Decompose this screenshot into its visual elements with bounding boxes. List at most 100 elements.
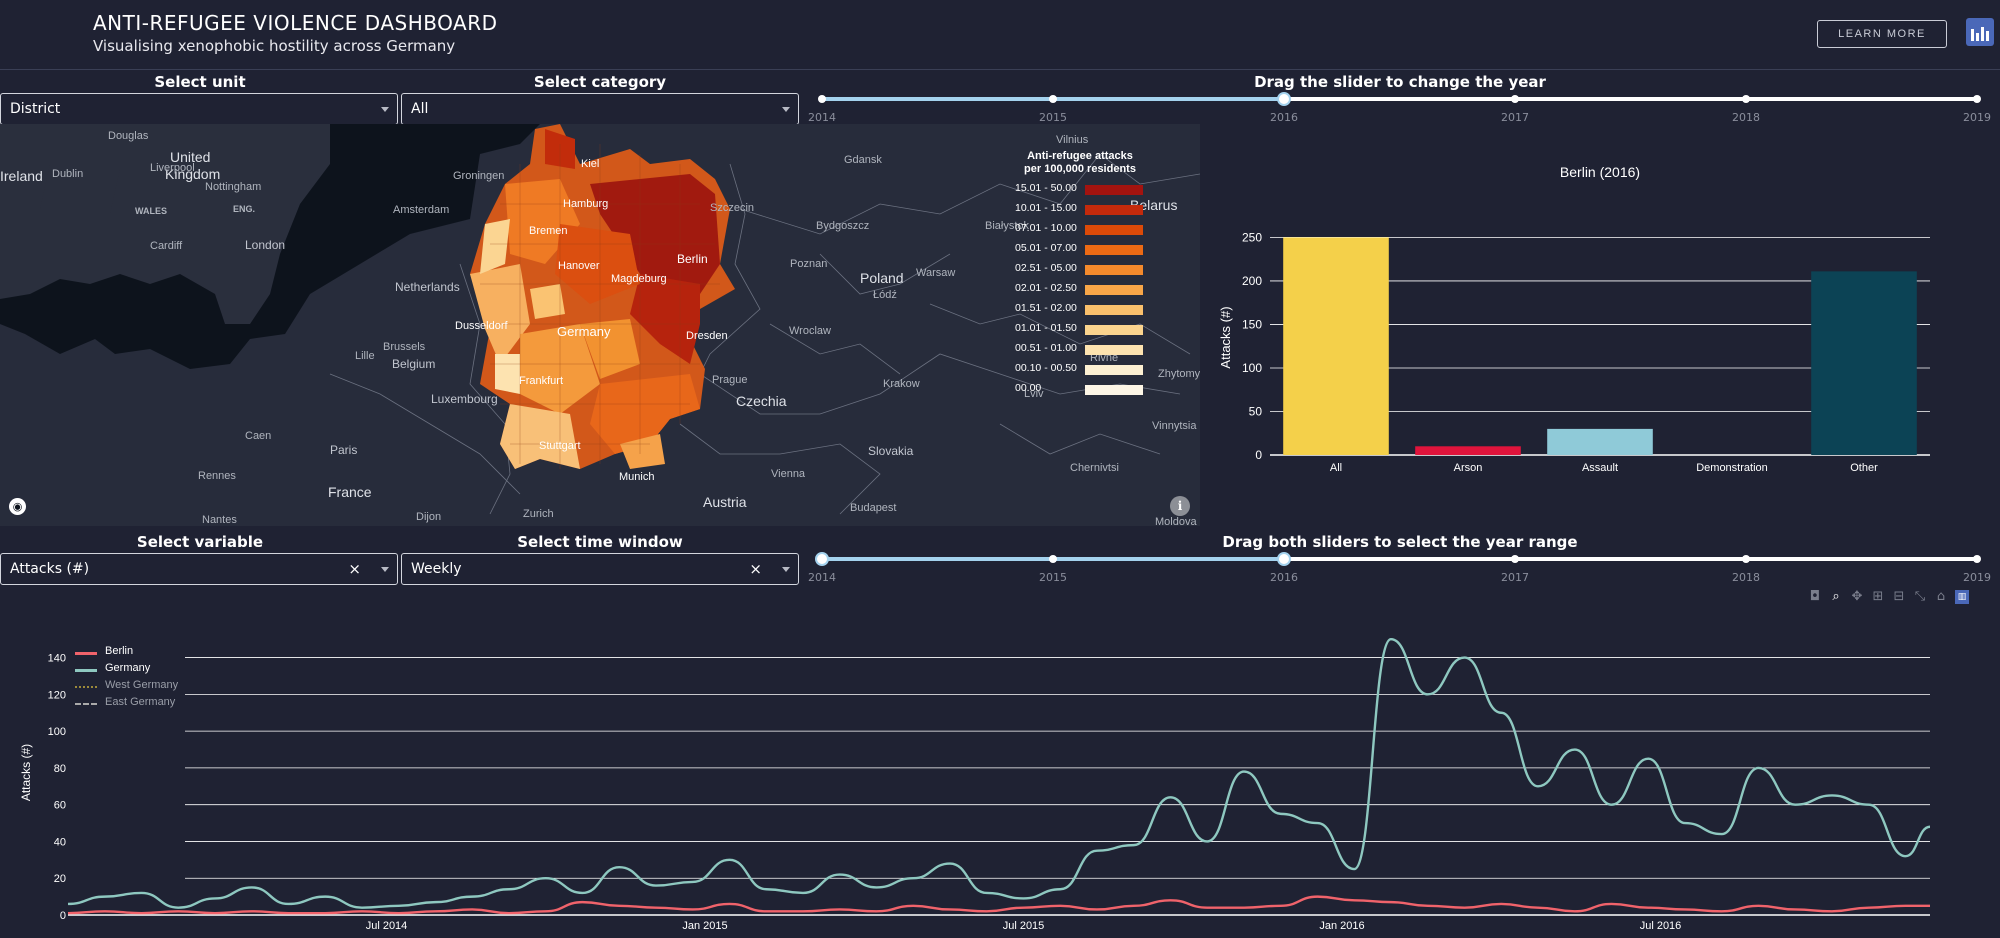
autoscale-icon[interactable]: ⤡ [1914,589,1926,604]
chevron-down-icon[interactable] [381,567,389,572]
line-ytick-label: 60 [54,800,66,812]
bar-ytick-label: 100 [1242,361,1262,375]
slider-rail[interactable] [822,97,1977,101]
clear-icon[interactable]: × [348,560,361,578]
home-icon[interactable]: ⌂ [1936,589,1946,604]
slider-mark[interactable] [1973,555,1981,563]
variable-dropdown-value: Attacks (#) [10,561,90,577]
clear-icon[interactable]: × [749,560,762,578]
line-xtick-label: Jul 2016 [1640,920,1682,932]
legend-item-label: 10.01 - 15.00 [1015,202,1077,214]
header: ANTI-REFUGEE VIOLENCE DASHBOARD Visualis… [0,0,2000,70]
year-slider-handle[interactable] [1277,92,1291,106]
bar-xtick-label: Assault [1582,462,1618,474]
legend-item: 00.10 - 00.50 [1015,362,1077,374]
line-chart[interactable]: 0 20 40 60 80 100 120 140 Attacks (#) Jul 2014 Jan… [0,600,2000,938]
map-label-poznan: Poznan [790,258,828,270]
bar-ytick-label: 50 [1249,404,1263,418]
unit-dropdown-value: District [10,101,61,117]
slider-mark[interactable] [1742,555,1750,563]
zoom-icon[interactable]: ⌕ [1832,589,1840,604]
legend-item: 02.01 - 02.50 [1015,282,1077,294]
camera-icon[interactable]: ◘ [1809,589,1821,604]
map-label-stuttgart: Stuttgart [539,440,581,452]
legend-label: West Germany [105,679,179,691]
legend-item-label: 01.51 - 02.00 [1015,302,1077,314]
map-label-berlin: Berlin [677,252,708,266]
bar-other[interactable] [1811,271,1917,455]
map-canvas[interactable] [0,124,1200,526]
slider-mark[interactable] [1049,555,1057,563]
slider-tick-label: 2014 [808,111,836,124]
line-legend-item[interactable]: East Germany [75,696,215,712]
slider-mark[interactable] [1742,95,1750,103]
page-subtitle: Visualising xenophobic hostility across … [93,37,456,55]
legend-symbol [75,652,97,655]
slider-mark[interactable] [1049,95,1057,103]
series-line-berlin[interactable] [67,895,1930,915]
line-legend-item[interactable]: Germany [75,662,215,678]
legend-item: 01.51 - 02.00 [1015,302,1077,314]
bar-arson[interactable] [1415,446,1521,455]
map-label-vilnius: Vilnius [1056,134,1089,146]
window-label: Select time window [517,533,683,551]
bar-xtick-label: Other [1850,462,1878,474]
land-britain [0,124,330,324]
line-legend-item[interactable]: West Germany [75,679,215,695]
chevron-down-icon[interactable] [782,567,790,572]
mapbox-logo-icon[interactable]: ◉ [9,498,26,515]
bar-ytick-label: 200 [1242,274,1262,288]
choropleth-map[interactable]: United Kingdom Ireland Netherlands Belgi… [0,124,1200,526]
map-label-krakow: Krakow [883,378,920,390]
range-slider-handle[interactable] [815,552,829,566]
zoom-in-icon[interactable]: ⊞ [1872,589,1884,604]
series-line-germany[interactable] [67,637,1931,909]
map-label-belgium: Belgium [392,357,436,371]
slider-tick-label: 2019 [1963,111,1991,124]
bar-assault[interactable] [1547,428,1653,455]
category-label: Select category [533,73,667,91]
map-label-douglas: Douglas [108,130,149,142]
slider-mark[interactable] [1511,95,1519,103]
window-dropdown[interactable]: Weekly × [401,553,799,585]
variable-dropdown[interactable]: Attacks (#) × [0,553,398,585]
slider-rail[interactable] [822,557,1977,561]
map-label-vienna: Vienna [771,468,806,480]
zoom-out-icon[interactable]: ⊟ [1893,589,1905,604]
info-icon[interactable]: i [1170,496,1190,516]
map-label-vinnytsia: Vinnytsia [1152,420,1197,432]
legend-swatch [1085,245,1143,255]
slider-mark[interactable] [1511,555,1519,563]
slider-mark[interactable] [818,95,826,103]
chevron-down-icon[interactable] [381,107,389,112]
legend-title-1: Anti-refugee attacks [1027,150,1133,162]
bar-chart[interactable]: Berlin (2016) 0 50 100 150 200 250 Attacks (#) A… [1210,150,1940,480]
chevron-down-icon[interactable] [782,107,790,112]
range-slider-handle[interactable] [1277,552,1291,566]
category-dropdown[interactable]: All [401,93,799,125]
bar-xtick-label: Arson [1454,462,1483,474]
plotly-logo-icon[interactable]: ▥ [1955,590,1969,604]
map-label-netherlands: Netherlands [395,280,460,294]
district-borders [480,144,720,469]
chart-modebar: ◘ ⌕ ✥ ⊞ ⊟ ⤡ ⌂ ▥ [1808,590,1969,604]
legend-label: Germany [105,662,151,674]
map-label-hanover: Hanover [558,260,600,272]
map-label-bremen: Bremen [529,225,568,237]
bar-all[interactable] [1283,237,1389,455]
bar-chart-logo-icon[interactable] [1966,18,1994,46]
slider-tick-label: 2017 [1501,111,1529,124]
range-slider[interactable]: 2014 2015 2016 2017 2018 2019 [808,550,1991,590]
legend-item: 01.01 - 01.50 [1015,322,1077,334]
unit-dropdown[interactable]: District [0,93,398,125]
map-label-czechia: Czechia [736,393,787,409]
year-slider[interactable]: 2014 2015 2016 2017 2018 2019 [808,90,1991,130]
legend-item-label: 02.51 - 05.00 [1015,262,1077,274]
bar-xtick-label: Demonstration [1696,462,1768,474]
line-legend-item[interactable]: Berlin [75,645,215,661]
map-label-munich: Munich [619,471,655,483]
slider-mark[interactable] [1973,95,1981,103]
pan-icon[interactable]: ✥ [1851,589,1863,604]
learn-more-button[interactable]: LEARN MORE [1817,20,1947,48]
